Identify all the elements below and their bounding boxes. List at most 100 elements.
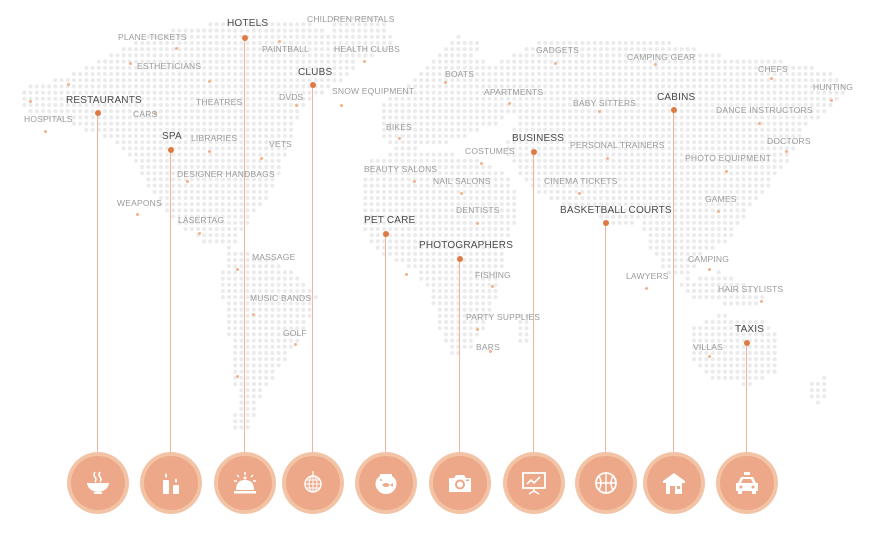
map-dot [586, 133, 591, 139]
map-label-libraries[interactable]: LIBRARIES [191, 133, 238, 143]
map-dot [456, 90, 461, 95]
map-dot [567, 140, 573, 145]
map-label-children-rentals[interactable]: CHILDREN RENTALS [307, 14, 395, 24]
map-dot [685, 65, 690, 70]
map-dot [698, 84, 703, 89]
map-dot [462, 90, 467, 95]
map-label-designer-handbags[interactable]: DESIGNER HANDBAGS [177, 169, 275, 179]
map-dot [443, 202, 449, 207]
map-label-chefs[interactable]: CHEFS [758, 64, 788, 74]
map-dot [369, 233, 374, 238]
category-cabins-button[interactable] [643, 452, 705, 514]
map-dot [257, 121, 263, 126]
category-hotels-button[interactable] [214, 452, 276, 514]
map-label-apartments[interactable]: APARTMENTS [484, 87, 544, 97]
map-label-lawyers[interactable]: LAWYERS [626, 271, 669, 281]
map-dot [282, 109, 287, 114]
map-label-hotels[interactable]: HOTELS [227, 18, 269, 29]
map-label-cabins[interactable]: CABINS [657, 92, 696, 103]
map-dot [691, 208, 697, 213]
map-dot [171, 202, 176, 207]
map-label-bars[interactable]: BARS [476, 342, 500, 352]
category-clubs-button[interactable] [282, 452, 344, 514]
map-label-cars[interactable]: CARS [133, 109, 158, 119]
map-label-pet-care[interactable]: PET CARE [364, 215, 416, 226]
map-dot [127, 127, 132, 132]
map-label-dentists[interactable]: DENTISTS [456, 205, 500, 215]
map-dot [276, 332, 281, 337]
map-label-music-bands[interactable]: MUSIC BANDS [250, 293, 312, 303]
map-label-theatres[interactable]: THEATRES [196, 97, 243, 107]
map-dot [208, 96, 213, 101]
map-label-camping-gear[interactable]: CAMPING GEAR [627, 52, 696, 62]
map-label-massage[interactable]: MASSAGE [252, 252, 296, 262]
map-dot [102, 65, 108, 70]
map-dot [245, 127, 250, 132]
map-dot [710, 102, 715, 108]
map-label-hunting[interactable]: HUNTING [813, 82, 854, 92]
map-label-nail-salons[interactable]: NAIL SALONS [433, 176, 491, 186]
map-label-lasertag[interactable]: LASERTAG [178, 215, 225, 225]
map-dot [369, 195, 374, 201]
map-label-restaurants[interactable]: RESTAURANTS [66, 95, 142, 106]
map-label-photo-equipment[interactable]: PHOTO EQUIPMENT [685, 153, 771, 163]
map-label-games[interactable]: GAMES [705, 194, 737, 204]
category-basketball-courts-button[interactable] [575, 452, 637, 514]
map-label-boats[interactable]: BOATS [445, 69, 475, 79]
category-taxis-button[interactable] [716, 452, 778, 514]
map-label-golf[interactable]: GOLF [283, 328, 307, 338]
map-dot [481, 245, 486, 250]
map-dot [592, 47, 597, 52]
map-dot [251, 47, 256, 52]
map-label-fishing[interactable]: FISHING [475, 270, 511, 280]
map-label-snow-equipment[interactable]: SNOW EQUIPMENT [332, 86, 415, 96]
map-label-camping[interactable]: CAMPING [688, 254, 730, 264]
map-label-costumes[interactable]: COSTUMES [465, 146, 515, 156]
category-spa-button[interactable] [140, 452, 202, 514]
map-dot [729, 164, 734, 170]
map-label-party-supplies[interactable]: PARTY SUPPLIES [466, 312, 541, 322]
map-label-bikes[interactable]: BIKES [386, 122, 413, 132]
map-label-health-clubs[interactable]: HEALTH CLUBS [334, 44, 401, 54]
map-dot [369, 177, 374, 182]
map-label-vets[interactable]: VETS [269, 139, 293, 149]
map-dot [481, 96, 486, 101]
map-label-personal-trainers[interactable]: PERSONAL TRAINERS [570, 140, 665, 150]
map-label-gadgets[interactable]: GADGETS [536, 45, 579, 55]
map-label-photographers[interactable]: PHOTOGRAPHERS [419, 240, 514, 251]
map-label-paintball[interactable]: PAINTBALL [262, 44, 309, 54]
map-dot [710, 332, 715, 337]
map-dot [177, 133, 182, 139]
map-dot [722, 84, 728, 89]
map-label-spa[interactable]: SPA [162, 131, 182, 142]
map-dot [629, 214, 635, 219]
map-dot [251, 177, 256, 182]
category-restaurants-button[interactable] [67, 452, 129, 514]
map-label-plane-tickets[interactable]: PLANE TICKETS [118, 32, 187, 42]
map-dot [245, 78, 250, 83]
map-dot [425, 257, 430, 263]
map-label-weapons[interactable]: WEAPONS [117, 198, 162, 208]
map-label-business[interactable]: BUSINESS [512, 133, 565, 144]
map-label-clubs[interactable]: CLUBS [298, 67, 333, 78]
map-label-villas[interactable]: VILLAS [693, 342, 724, 352]
map-label-cinema-tickets[interactable]: CINEMA TICKETS [544, 176, 618, 186]
map-label-estheticians[interactable]: ESTHETICIANS [137, 61, 202, 71]
category-pet-care-button[interactable] [355, 452, 417, 514]
map-label-hospitals[interactable]: HOSPITALS [24, 114, 73, 124]
map-label-taxis[interactable]: TAXIS [735, 324, 765, 335]
map-label-baby-sitters[interactable]: BABY SITTERS [573, 98, 637, 108]
map-label-doctors[interactable]: DOCTORS [767, 136, 811, 146]
map-label-basketball-courts[interactable]: BASKETBALL COURTS [560, 205, 672, 216]
map-dot [524, 171, 529, 176]
map-label-beauty-salons[interactable]: BEAUTY SALONS [364, 164, 438, 174]
category-photographers-button[interactable] [429, 452, 491, 514]
map-dot [654, 90, 659, 95]
map-dot [753, 177, 759, 182]
map-label-dvds[interactable]: DVDS [279, 92, 304, 102]
map-dot [164, 40, 170, 46]
map-label-hair-stylists[interactable]: HAIR STYLISTS [718, 284, 784, 294]
category-business-button[interactable] [503, 452, 565, 514]
map-dot [617, 158, 622, 163]
map-label-dance-instructors[interactable]: DANCE INSTRUCTORS [716, 105, 813, 115]
